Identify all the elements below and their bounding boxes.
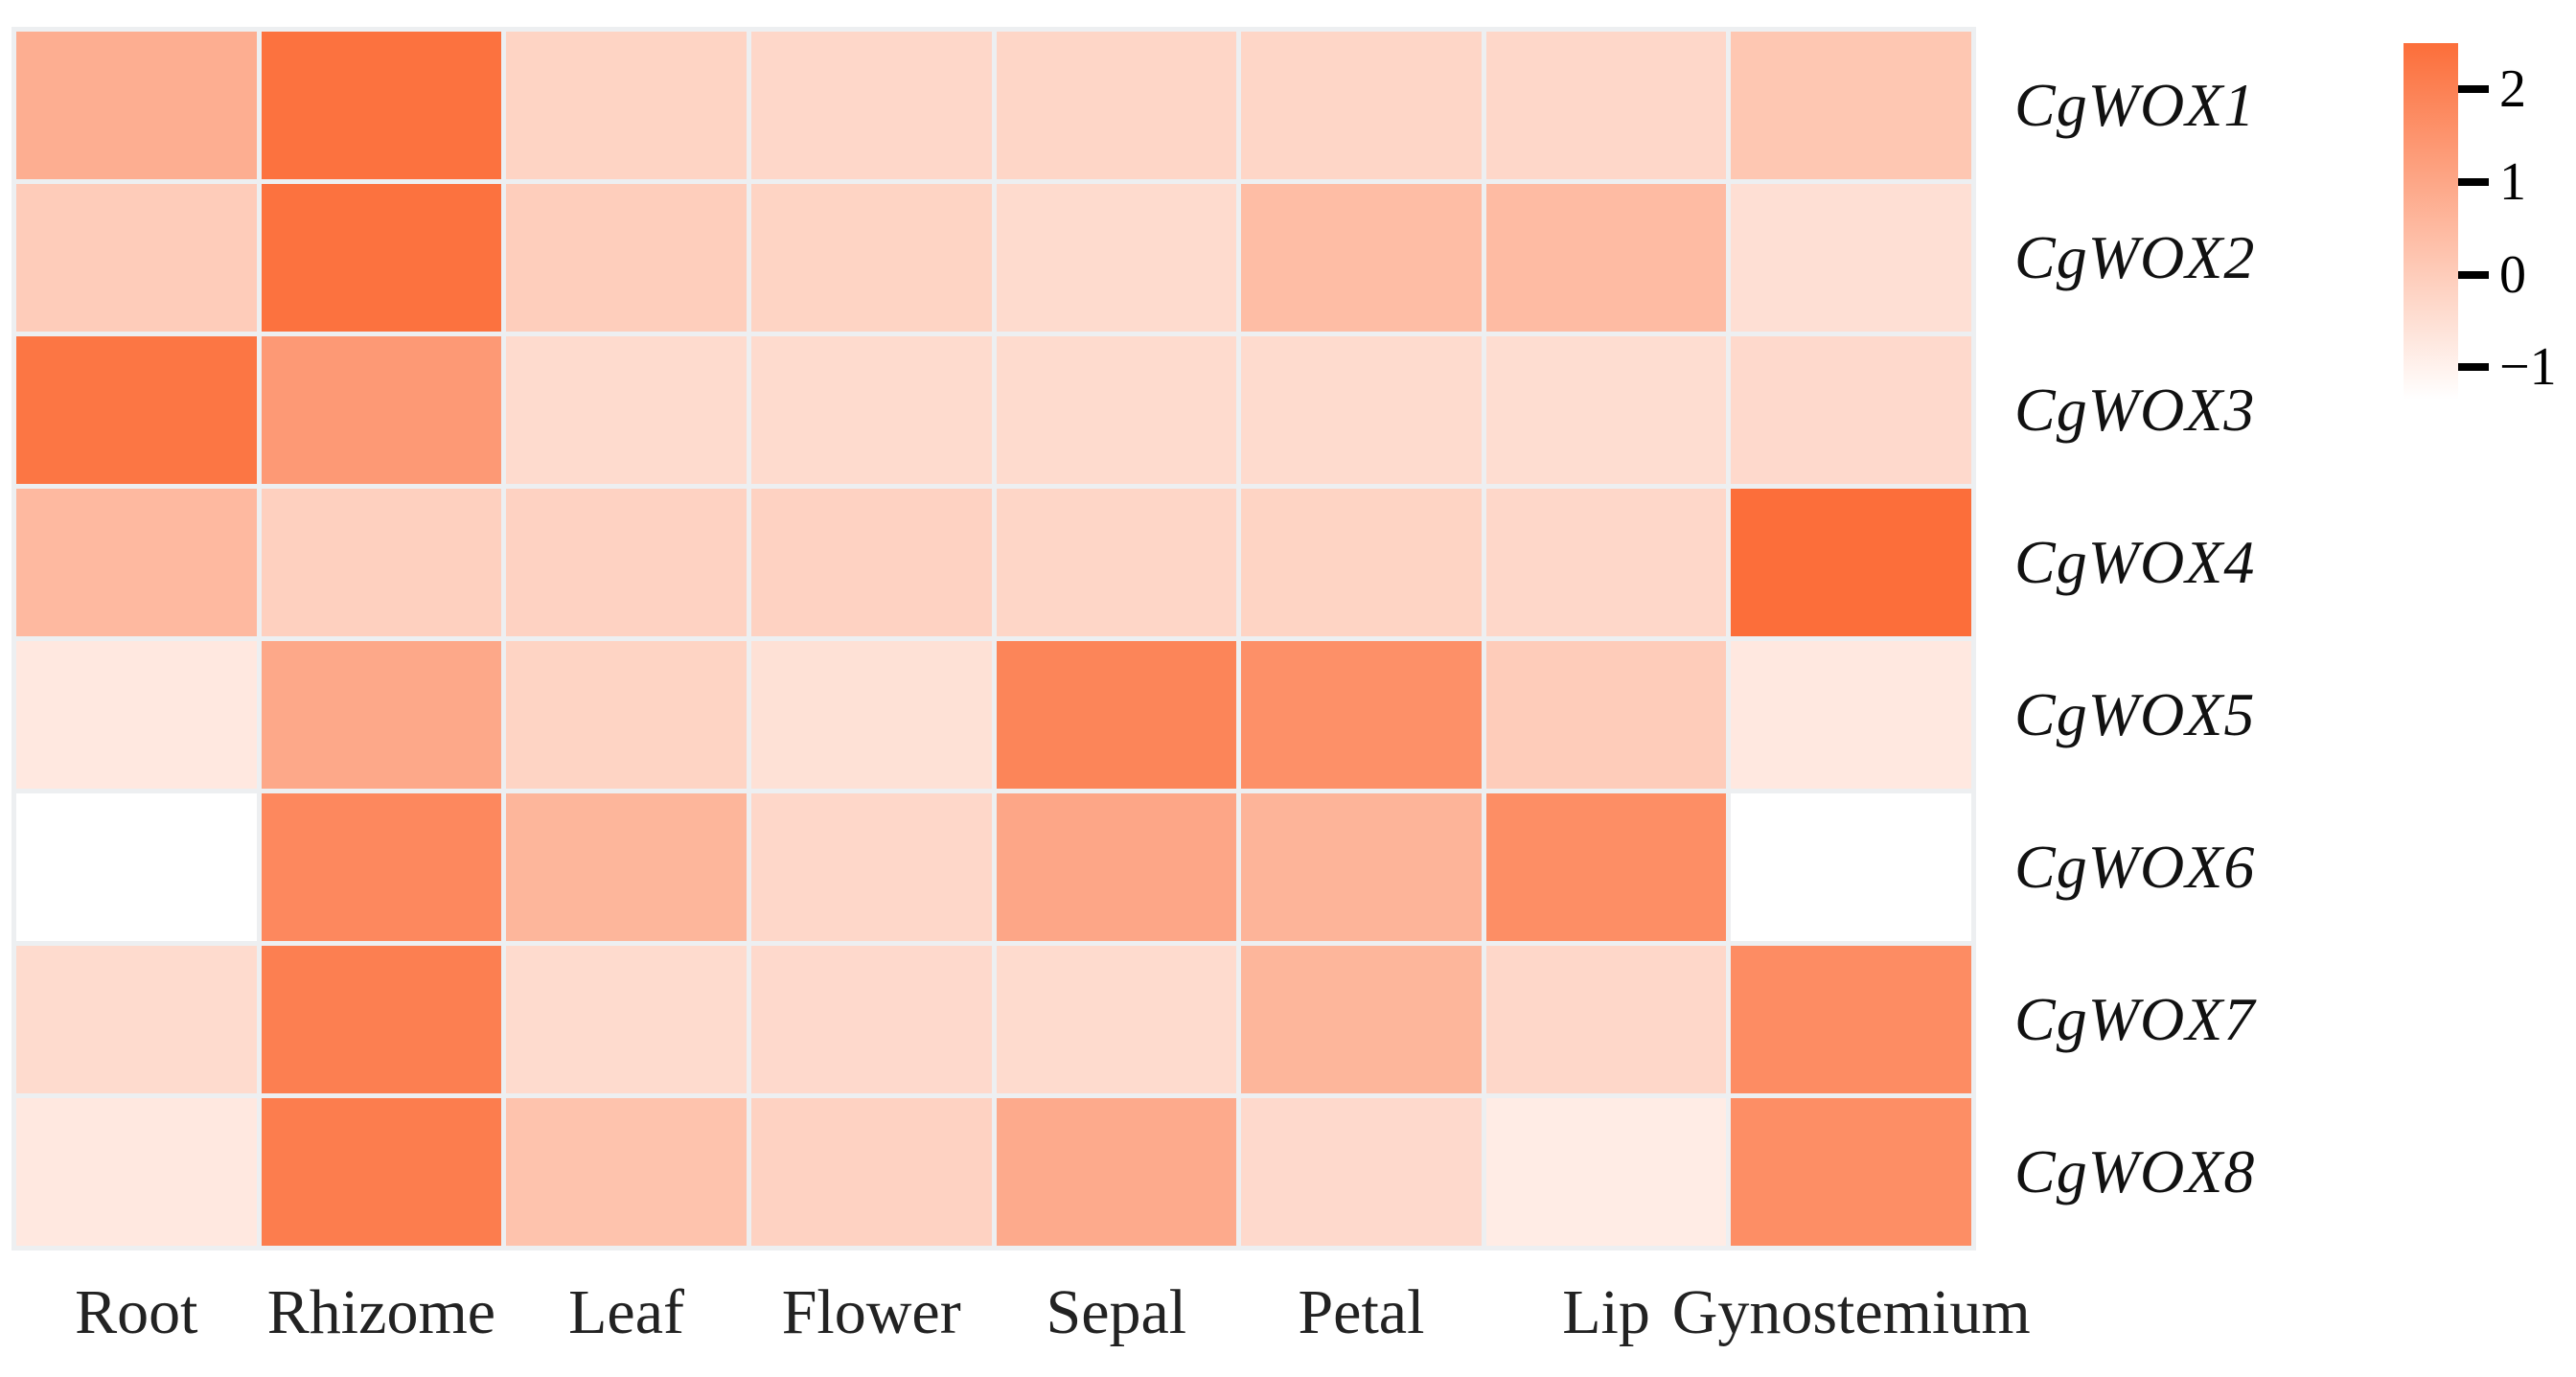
heatmap-cell-CgWOX4-Lip <box>1485 489 1727 636</box>
heatmap-cell-CgWOX3-Lip <box>1485 336 1727 484</box>
heatmap-cell-CgWOX2-Petal <box>1241 184 1482 332</box>
heatmap-cell-CgWOX7-Gynostemium <box>1731 946 1971 1093</box>
heatmap-cell-CgWOX1-Flower <box>750 32 992 179</box>
heatmap-cell-CgWOX8-Lip <box>1485 1098 1727 1246</box>
heatmap-cell-CgWOX4-Gynostemium <box>1731 489 1971 636</box>
heatmap-cell-CgWOX6-Leaf <box>506 793 747 941</box>
heatmap-cell-CgWOX5-Root <box>16 641 257 789</box>
heatmap-grid <box>12 27 1976 1251</box>
heatmap-cell-CgWOX7-Lip <box>1485 946 1727 1093</box>
heatmap-cell-CgWOX1-Rhizome <box>261 32 502 179</box>
col-label-Sepal: Sepal <box>1046 1277 1187 1347</box>
col-label-Lip: Lip <box>1562 1277 1650 1347</box>
heatmap-cell-CgWOX8-Root <box>16 1098 257 1246</box>
heatmap-cell-CgWOX5-Leaf <box>506 641 747 789</box>
heatmap-cell-CgWOX3-Sepal <box>996 336 1237 484</box>
heatmap-cell-CgWOX4-Sepal <box>996 489 1237 636</box>
heatmap-cell-CgWOX1-Leaf <box>506 32 747 179</box>
row-label-CgWOX1: CgWOX1 <box>2014 71 2256 139</box>
heatmap-cell-CgWOX2-Rhizome <box>261 184 502 332</box>
heatmap-cell-CgWOX6-Lip <box>1485 793 1727 941</box>
heatmap-cell-CgWOX5-Petal <box>1241 641 1482 789</box>
row-label-CgWOX2: CgWOX2 <box>2014 223 2256 291</box>
heatmap-cell-CgWOX6-Petal <box>1241 793 1482 941</box>
heatmap-cell-CgWOX4-Petal <box>1241 489 1482 636</box>
heatmap-cell-CgWOX8-Flower <box>750 1098 992 1246</box>
heatmap-cell-CgWOX1-Petal <box>1241 32 1482 179</box>
heatmap-cell-CgWOX7-Rhizome <box>261 946 502 1093</box>
heatmap-cell-CgWOX4-Rhizome <box>261 489 502 636</box>
heatmap-cell-CgWOX6-Gynostemium <box>1731 793 1971 941</box>
heatmap-cell-CgWOX3-Leaf <box>506 336 747 484</box>
heatmap-cell-CgWOX3-Flower <box>750 336 992 484</box>
row-label-CgWOX4: CgWOX4 <box>2014 528 2256 596</box>
heatmap-cell-CgWOX8-Rhizome <box>261 1098 502 1246</box>
heatmap-cell-CgWOX3-Rhizome <box>261 336 502 484</box>
col-label-Leaf: Leaf <box>568 1277 685 1347</box>
colorbar-tick-mark-0 <box>2458 270 2489 279</box>
heatmap-cell-CgWOX7-Leaf <box>506 946 747 1093</box>
col-label-Petal: Petal <box>1298 1277 1425 1347</box>
heatmap-cell-CgWOX7-Sepal <box>996 946 1237 1093</box>
heatmap-cell-CgWOX2-Gynostemium <box>1731 184 1971 332</box>
row-label-CgWOX7: CgWOX7 <box>2014 985 2256 1053</box>
heatmap-cell-CgWOX6-Sepal <box>996 793 1237 941</box>
heatmap-cell-CgWOX8-Sepal <box>996 1098 1237 1246</box>
heatmap-cell-CgWOX5-Lip <box>1485 641 1727 789</box>
heatmap-cell-CgWOX8-Petal <box>1241 1098 1482 1246</box>
colorbar-tick-mark-1 <box>2458 177 2489 186</box>
heatmap-cell-CgWOX7-Root <box>16 946 257 1093</box>
colorbar-tick-label-1: 1 <box>2499 151 2526 212</box>
heatmap-cell-CgWOX4-Flower <box>750 489 992 636</box>
heatmap-cell-CgWOX1-Sepal <box>996 32 1237 179</box>
heatmap-cell-CgWOX5-Rhizome <box>261 641 502 789</box>
heatmap-cell-CgWOX8-Leaf <box>506 1098 747 1246</box>
colorbar-gradient <box>2404 43 2458 400</box>
heatmap-cell-CgWOX1-Root <box>16 32 257 179</box>
heatmap-cell-CgWOX5-Sepal <box>996 641 1237 789</box>
row-label-CgWOX5: CgWOX5 <box>2014 680 2256 748</box>
heatmap-cell-CgWOX3-Gynostemium <box>1731 336 1971 484</box>
colorbar-tick-label-−1: −1 <box>2499 337 2557 398</box>
heatmap-cell-CgWOX8-Gynostemium <box>1731 1098 1971 1246</box>
heatmap-cell-CgWOX2-Lip <box>1485 184 1727 332</box>
row-label-CgWOX8: CgWOX8 <box>2014 1137 2256 1205</box>
heatmap-cell-CgWOX6-Root <box>16 793 257 941</box>
heatmap-cell-CgWOX4-Leaf <box>506 489 747 636</box>
col-label-Rhizome: Rhizome <box>266 1277 496 1347</box>
heatmap-cell-CgWOX7-Petal <box>1241 946 1482 1093</box>
heatmap-cell-CgWOX6-Flower <box>750 793 992 941</box>
row-label-CgWOX6: CgWOX6 <box>2014 833 2256 901</box>
heatmap-cell-CgWOX2-Root <box>16 184 257 332</box>
colorbar-tick-label-2: 2 <box>2499 59 2526 120</box>
heatmap-cell-CgWOX4-Root <box>16 489 257 636</box>
col-label-Root: Root <box>75 1277 198 1347</box>
heatmap-cell-CgWOX5-Flower <box>750 641 992 789</box>
heatmap-cell-CgWOX1-Lip <box>1485 32 1727 179</box>
colorbar-tick-mark-2 <box>2458 85 2489 94</box>
heatmap-cell-CgWOX1-Gynostemium <box>1731 32 1971 179</box>
heatmap-cell-CgWOX5-Gynostemium <box>1731 641 1971 789</box>
heatmap-cell-CgWOX2-Leaf <box>506 184 747 332</box>
colorbar-tick-label-0: 0 <box>2499 244 2526 305</box>
heatmap-cell-CgWOX6-Rhizome <box>261 793 502 941</box>
col-label-Flower: Flower <box>781 1277 961 1347</box>
heatmap-cell-CgWOX3-Petal <box>1241 336 1482 484</box>
heatmap-cell-CgWOX2-Flower <box>750 184 992 332</box>
heatmap-cell-CgWOX2-Sepal <box>996 184 1237 332</box>
row-label-CgWOX3: CgWOX3 <box>2014 376 2256 444</box>
heatmap-cell-CgWOX3-Root <box>16 336 257 484</box>
heatmap-cell-CgWOX7-Flower <box>750 946 992 1093</box>
colorbar-tick-mark-−1 <box>2458 363 2489 372</box>
col-label-Gynostemium: Gynostemium <box>1671 1277 2031 1347</box>
